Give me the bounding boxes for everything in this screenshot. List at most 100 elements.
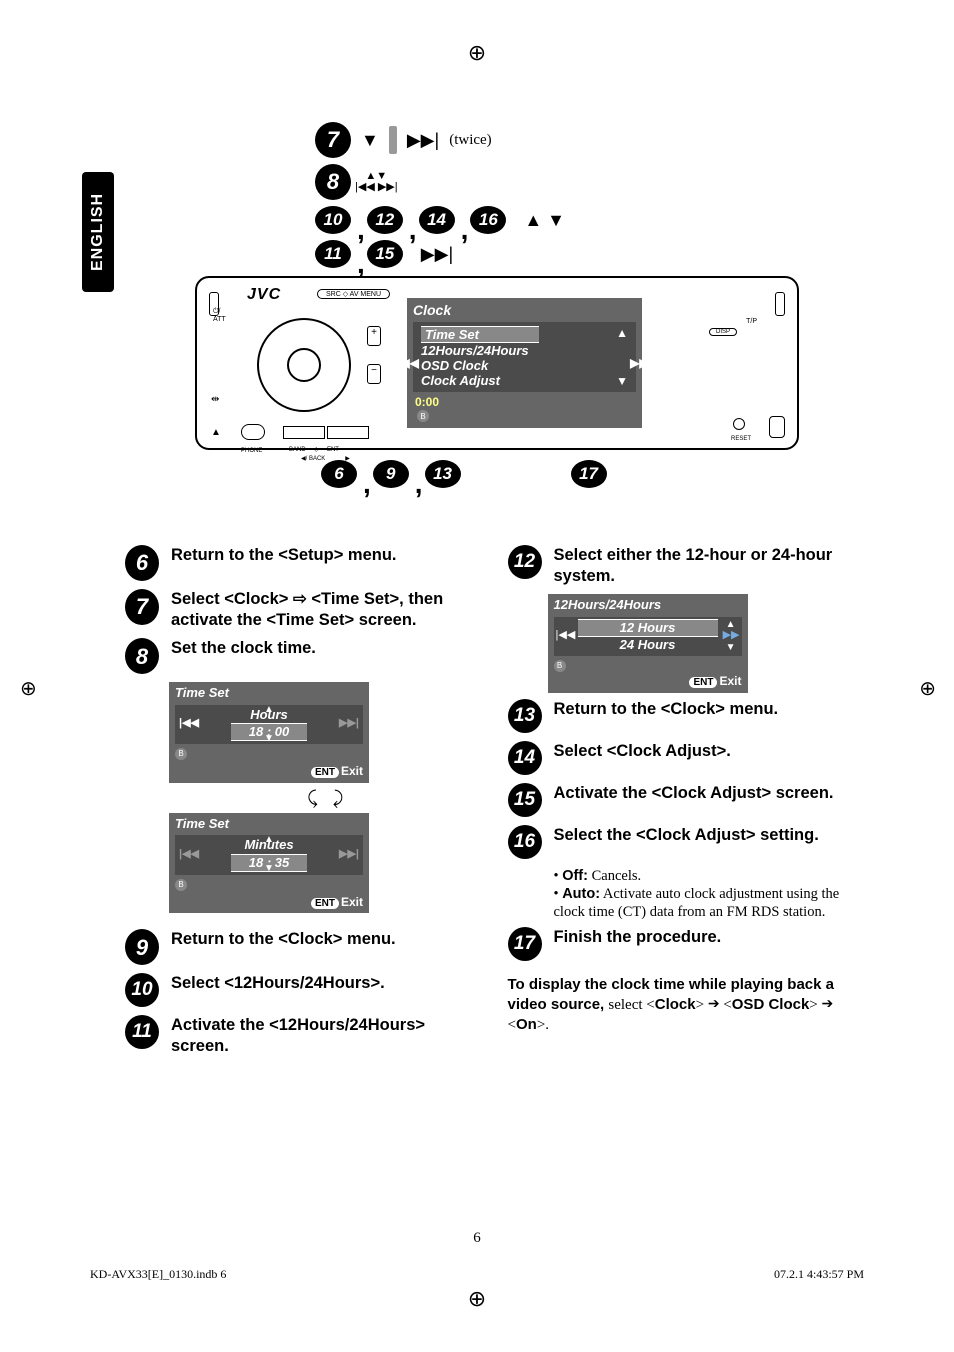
step-text: Return to the <Setup> menu.: [171, 545, 397, 566]
src-button: SRC ◇ AV MENU: [317, 289, 390, 299]
eject-icon: ▲: [211, 427, 221, 438]
minus-button: −: [367, 364, 381, 384]
mini-title: Time Set: [169, 813, 369, 833]
comma: ,: [357, 220, 365, 240]
corner-button: [769, 416, 785, 438]
crop-mark-icon: ⊕: [20, 676, 37, 701]
right-column: 12 Select either the 12-hour or 24-hour …: [508, 545, 865, 1065]
brand-label: JVC: [247, 286, 281, 304]
t: >: [809, 997, 821, 1013]
disp-button: DISP: [709, 328, 737, 336]
option-24h: 24 Hours: [560, 637, 736, 653]
callout-10: 10: [315, 206, 351, 234]
next-icon: ▶▶: [723, 629, 740, 643]
mini-title: 12Hours/24Hours: [548, 594, 748, 614]
screen-panel: ▲ ▼ |◀◀ ▶▶| Time Set 12Hours/24Hours OSD…: [413, 322, 636, 392]
step-16: 16: [508, 825, 542, 859]
bluetooth-icon: B: [417, 410, 429, 422]
mini-panel: ▲ ▼ |◀◀ ▶▶| Minutes 18 : 35: [175, 835, 363, 875]
page-number: 6: [473, 1230, 481, 1247]
reset-icon: [733, 418, 745, 430]
callout-11: 11: [315, 240, 351, 268]
ent-button: [327, 426, 369, 439]
setting-icon: ⇹: [211, 394, 219, 405]
comma: ,: [363, 474, 371, 494]
callout-9: 9: [373, 460, 409, 488]
ent-badge: ENT: [311, 898, 339, 909]
screen-title: Clock: [407, 298, 642, 320]
mini-panel: ▲ ▼ |◀◀ ▶▶| Hours 18 : 00: [175, 705, 363, 745]
reset-label: RESET: [731, 436, 751, 442]
side-button: [209, 292, 219, 316]
step-10: 10: [125, 973, 159, 1007]
crop-mark-icon: ⊕: [468, 1286, 486, 1312]
up-icon: ▲: [264, 704, 274, 717]
bluetooth-icon: B: [175, 879, 187, 891]
comma: ,: [415, 474, 423, 494]
t: Clock: [655, 996, 696, 1013]
step-14: 14: [508, 741, 542, 775]
off-label: Off:: [562, 868, 588, 884]
step-7: 7: [125, 589, 159, 625]
ent-badge: ENT: [689, 677, 717, 688]
step-text: Select either the 12-hour or 24-hour sys…: [554, 545, 865, 586]
bluetooth-icon: B: [554, 660, 566, 672]
language-tab: ENGLISH: [82, 172, 114, 292]
band-button: [283, 426, 325, 439]
callout-13: 13: [425, 460, 461, 488]
step-6: 6: [125, 545, 159, 581]
twice-label: (twice): [449, 132, 491, 149]
mini-rows: ▲ ▼ |◀◀ ▶▶ 12 Hours 24 Hours: [554, 617, 742, 657]
step-text: Return to the <Clock> menu.: [554, 699, 779, 720]
next-icon: ▶▶|: [407, 130, 439, 151]
step-text: Return to the <Clock> menu.: [171, 929, 396, 950]
side-button: [775, 292, 785, 316]
left-column: 6 Return to the <Setup> menu. 7 Select <…: [125, 545, 482, 1065]
sub-off: • Off: Cancels.: [554, 867, 865, 885]
below-callouts: 6, 9, 13 17: [195, 460, 805, 488]
callout-15: 15: [367, 240, 403, 268]
t: <: [508, 1017, 516, 1033]
menu-item: OSD Clock: [421, 358, 628, 373]
device-screen: Clock ▲ ▼ |◀◀ ▶▶| Time Set 12Hours/24Hou…: [407, 298, 642, 428]
callout-8: 8: [315, 164, 351, 200]
step-9: 9: [125, 929, 159, 965]
crop-mark-icon: ⊕: [919, 676, 936, 701]
step-15: 15: [508, 783, 542, 817]
menu-item: Time Set: [421, 326, 539, 343]
back-play-label: ◀/ BACK ▶: [301, 455, 350, 462]
phone-label: PHONE: [241, 448, 262, 454]
callout-16: 16: [470, 206, 506, 234]
nav-glyph-icon: ▲▼ |◀◀ ▶▶|: [355, 171, 398, 193]
content-columns: 6 Return to the <Setup> menu. 7 Select <…: [125, 545, 864, 1065]
comma: ,: [461, 220, 469, 240]
step-text: Select the <Clock Adjust> setting.: [554, 825, 819, 846]
step-text: Select <Clock> ⇨ <Time Set>, then activa…: [171, 589, 482, 630]
phone-button: [241, 424, 265, 440]
up-icon: ▲: [616, 326, 628, 340]
exit-label: Exit: [719, 674, 741, 688]
ent-badge: ENT: [311, 767, 339, 778]
screen-time: 0:00: [407, 394, 642, 409]
comma: ,: [409, 220, 417, 240]
hours-select-screen: 12Hours/24Hours ▲ ▼ |◀◀ ▶▶ 12 Hours 24 H…: [548, 594, 748, 692]
step-11: 11: [125, 1015, 159, 1049]
split-arrow-icon: ⤹ ⤸: [169, 787, 482, 810]
arrow-icon: ➔: [708, 996, 720, 1015]
dpad-icon: [257, 318, 351, 412]
bluetooth-icon: B: [175, 748, 187, 760]
callout-6: 6: [321, 460, 357, 488]
step-13: 13: [508, 699, 542, 733]
callout-17: 17: [571, 460, 607, 488]
down-icon: ▼: [361, 130, 379, 151]
text: Select <Clock>: [171, 590, 293, 608]
prev-icon: |◀◀: [179, 848, 199, 862]
t: select <: [608, 997, 654, 1013]
tail-paragraph: To display the clock time while playing …: [508, 975, 865, 1036]
then-arrow-icon: ⇨: [293, 590, 307, 608]
prev-icon: |◀◀: [397, 356, 419, 370]
callout-12: 12: [367, 206, 403, 234]
off-text: Cancels.: [588, 868, 641, 884]
callout-7: 7: [315, 122, 351, 158]
top-diagram: 7 ▼ ▶▶| (twice) 8 ▲▼ |◀◀ ▶▶| 10, 12, 14,…: [195, 122, 805, 488]
